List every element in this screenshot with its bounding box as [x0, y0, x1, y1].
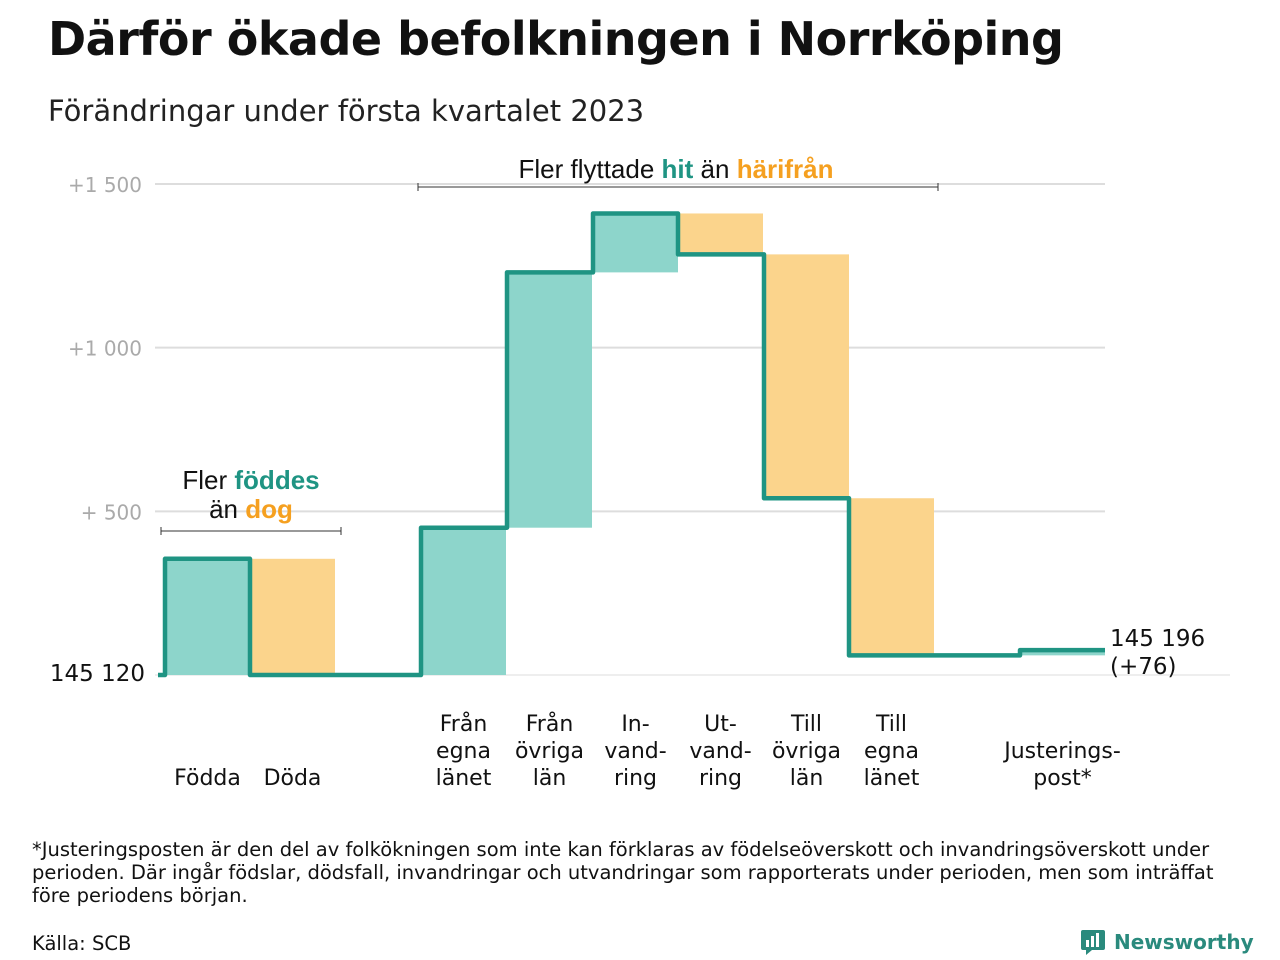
cumulative-line [158, 211, 1105, 678]
category-label: Från [526, 711, 574, 737]
births-annotation-dog: dog [245, 494, 293, 524]
y-tick-label: + 500 [81, 500, 142, 524]
category-label: länet [436, 766, 492, 791]
brand-logo: Newsworthy [1080, 928, 1254, 956]
bar-tillegnalänet [849, 498, 934, 656]
category-label: egna [864, 739, 919, 764]
bar-invandring [593, 213, 678, 273]
bar-justeringspost [1020, 650, 1105, 656]
category-label: ring [614, 766, 657, 791]
bar-frånegnalänet [421, 527, 506, 675]
bar-tillövrigalän [764, 254, 849, 499]
category-label: vand- [689, 739, 751, 764]
category-label: Ut- [704, 712, 737, 737]
waterfall-chart: + 500+1 000+1 500 Födda DödaFrånegnalänet… [50, 154, 1230, 791]
category-label: län [533, 766, 567, 791]
category-label: egna [436, 739, 491, 764]
births-annotation-foddes: föddes [234, 465, 319, 495]
svg-text:än dog: än dog [209, 494, 293, 524]
chart-title: Därför ökade befolkningen i Norrköping [48, 12, 1064, 66]
category-label: post* [1033, 766, 1092, 791]
start-value-label: 145 120 [50, 661, 145, 687]
bar-frånövrigalän [507, 272, 592, 528]
category-label: Till [875, 712, 907, 737]
bar-chart-icon [1081, 930, 1105, 955]
bars [165, 213, 1105, 675]
end-value-label: 145 196 [1110, 626, 1205, 652]
births-annotation: Fler föddes än dog [160, 465, 342, 535]
migration-annotation-pre: Fler flyttade [518, 154, 654, 184]
category-label: övriga [515, 739, 584, 764]
category-label: Från [440, 711, 488, 737]
migration-annotation-harifran: härifrån [737, 154, 834, 184]
births-annotation-fler: Fler [182, 465, 227, 495]
step-line [158, 211, 1105, 678]
migration-annotation-an: än [701, 154, 730, 184]
migration-annotation-hit: hit [662, 154, 694, 184]
source: Källa: SCB [32, 932, 132, 955]
births-annotation-an: än [209, 494, 238, 524]
chart-subtitle: Förändringar under första kvartalet 2023 [48, 94, 645, 128]
footnote: *Justeringsposten är den del av folkökni… [32, 838, 1214, 907]
svg-text:Fler flyttade hi: Fler flyttade hit än härifrån [518, 154, 833, 184]
category-label: Födda [174, 766, 241, 791]
bar-döda [250, 558, 335, 675]
end-change-label: (+76) [1110, 654, 1176, 680]
category-label: ring [699, 766, 742, 791]
category-label: län [790, 766, 824, 791]
category-label: Justerings- [1002, 739, 1121, 764]
migration-annotation: Fler flyttade hit än härifrån [417, 154, 939, 191]
category-label: länet [864, 766, 920, 791]
svg-text:Fler föddes: Fler föddes [182, 465, 319, 495]
category-labels: Födda DödaFrånegnalänetFrånövrigalänIn-va… [174, 711, 1121, 791]
category-label: Döda [264, 766, 322, 791]
brand-name: Newsworthy [1114, 930, 1254, 954]
category-label: In- [621, 712, 649, 737]
bar-födda [165, 558, 250, 675]
y-tick-label: +1 500 [68, 173, 142, 197]
bar-utvandring [678, 213, 763, 255]
category-label: övriga [772, 739, 841, 764]
category-label: Till [790, 712, 822, 737]
y-tick-label: +1 000 [68, 337, 142, 361]
category-label: vand- [604, 739, 666, 764]
